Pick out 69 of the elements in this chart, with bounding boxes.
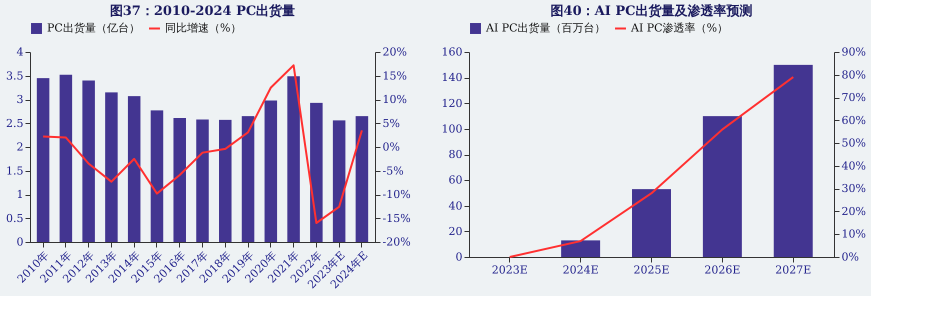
bar <box>287 76 300 242</box>
bar <box>196 119 209 242</box>
y-tick-label: 0.5 <box>6 212 24 225</box>
legend-label: 同比增速（%） <box>165 22 242 34</box>
bar <box>264 100 278 242</box>
y2-tick-label: 50% <box>842 136 866 150</box>
y2-tick-label: 20% <box>842 204 866 218</box>
y2-tick-label: 10% <box>842 228 866 241</box>
legend-label: AI PC渗透率（%） <box>630 22 728 34</box>
bar <box>774 64 813 257</box>
y-tick-label: 80 <box>448 148 462 161</box>
bar <box>632 189 671 257</box>
y-tick-label: 40 <box>448 199 462 212</box>
bar <box>356 116 368 242</box>
bar <box>242 116 254 242</box>
bar <box>36 78 50 242</box>
y-tick-label: 160 <box>442 46 462 58</box>
x-tick-label: 2027E <box>775 264 812 276</box>
chart-title: 图40：AI PC出货量及渗透率预测 <box>550 3 752 19</box>
y-tick-label: 100 <box>442 122 462 136</box>
bar <box>105 92 118 242</box>
x-tick-label: 2026E <box>704 264 740 276</box>
y2-tick-label: 0% <box>382 140 400 154</box>
y2-tick-label: 0% <box>842 250 859 264</box>
y2-tick-label: 80% <box>842 68 866 82</box>
y2-tick-label: 5% <box>382 116 400 130</box>
y-tick-label: 20 <box>448 224 462 238</box>
y-tick-label: 60 <box>448 174 462 187</box>
y-tick-label: 1 <box>16 188 24 201</box>
y-tick-label: 3 <box>16 93 24 106</box>
y2-tick-label: 40% <box>842 159 866 172</box>
bar <box>310 102 323 242</box>
bar <box>82 80 95 242</box>
y-tick-label: 140 <box>442 71 462 84</box>
y-tick-label: 4 <box>16 46 24 58</box>
y2-tick-label: -10% <box>382 188 411 201</box>
y2-tick-label: 10% <box>382 93 407 106</box>
y-tick-label: 2.5 <box>6 116 24 130</box>
y2-tick-label: 30% <box>842 182 866 196</box>
x-tick-label: 2024E <box>562 264 599 276</box>
y-tick-label: 120 <box>442 96 462 110</box>
y2-tick-label: -15% <box>382 212 411 225</box>
bar <box>173 118 186 242</box>
bar <box>219 120 232 242</box>
bar <box>702 116 742 257</box>
y-tick-label: 1.5 <box>6 164 24 178</box>
y-tick-label: 3.5 <box>6 69 24 82</box>
y2-tick-label: 70% <box>842 91 866 104</box>
bar <box>561 240 600 257</box>
legend-label: PC出货量（亿台） <box>47 22 140 34</box>
line-series <box>42 64 363 224</box>
y-tick-label: 2 <box>16 140 24 154</box>
y2-tick-label: 60% <box>842 114 866 127</box>
x-tick-label: 2023E <box>492 264 528 276</box>
bar <box>128 96 140 242</box>
bar <box>150 110 164 242</box>
y-tick-label: 0 <box>456 250 462 264</box>
y2-tick-label: -20% <box>382 236 411 248</box>
bar <box>332 120 346 242</box>
y2-tick-label: 15% <box>382 69 407 82</box>
y2-tick-label: 90% <box>842 46 866 58</box>
y2-tick-label: -5% <box>382 164 404 178</box>
chart-title: 图37：2010-2024 PC出货量 <box>110 3 296 19</box>
line-series <box>508 76 794 258</box>
x-tick-label: 2025E <box>633 264 670 276</box>
bar <box>60 74 72 242</box>
y2-tick-label: 20% <box>382 46 407 58</box>
y-tick-label: 0 <box>16 236 24 248</box>
legend-label: AI PC出货量（百万台） <box>485 22 606 34</box>
